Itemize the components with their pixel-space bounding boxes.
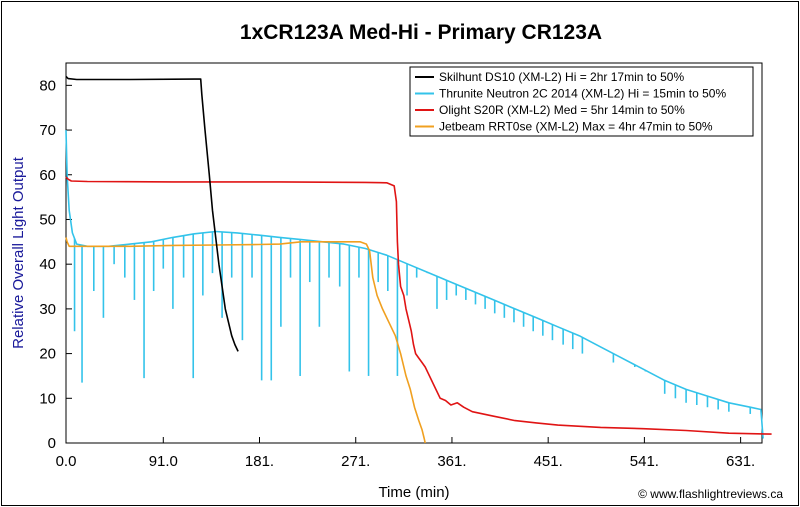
- credit-text: © www.flashlightreviews.ca: [638, 487, 783, 501]
- x-tick-label: 0.0: [56, 453, 77, 470]
- y-tick-label: 20: [39, 346, 56, 363]
- legend-entry: Olight S20R (XM-L2) Med = 5hr 14min to 5…: [439, 103, 685, 117]
- x-tick-label: 451.: [534, 453, 563, 470]
- series-line-olight: [65, 176, 772, 435]
- y-tick-label: 80: [39, 77, 56, 94]
- x-tick-label: 91.0: [149, 453, 178, 470]
- series-line-skilhunt: [65, 75, 239, 352]
- y-axis-label: Relative Overall Light Output: [10, 156, 27, 349]
- y-tick-label: 70: [39, 122, 56, 139]
- legend-entry: Thrunite Neutron 2C 2014 (XM-L2) Hi = 15…: [439, 87, 726, 101]
- series-line-jetbeam: [65, 237, 426, 444]
- x-tick-label: 541.: [630, 453, 659, 470]
- x-tick-label: 361.: [437, 453, 466, 470]
- y-axis-ticks: 0 10 20 30 40 50 60 70 80: [39, 77, 72, 452]
- legend-entry: Skilhunt DS10 (XM-L2) Hi = 2hr 17min to …: [439, 70, 684, 84]
- y-tick-label: 50: [39, 211, 56, 228]
- y-tick-label: 0: [48, 435, 56, 452]
- x-tick-label: 271.: [341, 453, 370, 470]
- x-axis-ticks: 0.0 91.0 181. 271. 361. 451. 541. 631.: [56, 437, 755, 470]
- y-tick-label: 40: [39, 256, 56, 273]
- x-tick-label: 181.: [245, 453, 274, 470]
- y-tick-label: 30: [39, 301, 56, 318]
- x-axis-label: Time (min): [378, 484, 449, 501]
- y-tick-label: 60: [39, 167, 56, 184]
- y-tick-label: 10: [39, 390, 56, 407]
- series-group: [65, 75, 772, 444]
- legend-entry: Jetbeam RRT0se (XM-L2) Max = 4hr 47min t…: [439, 120, 713, 134]
- x-tick-label: 631.: [726, 453, 755, 470]
- legend: Skilhunt DS10 (XM-L2) Hi = 2hr 17min to …: [409, 66, 754, 137]
- chart-title: 1xCR123A Med-Hi - Primary CR123A: [240, 21, 602, 44]
- legend-box: [409, 66, 754, 137]
